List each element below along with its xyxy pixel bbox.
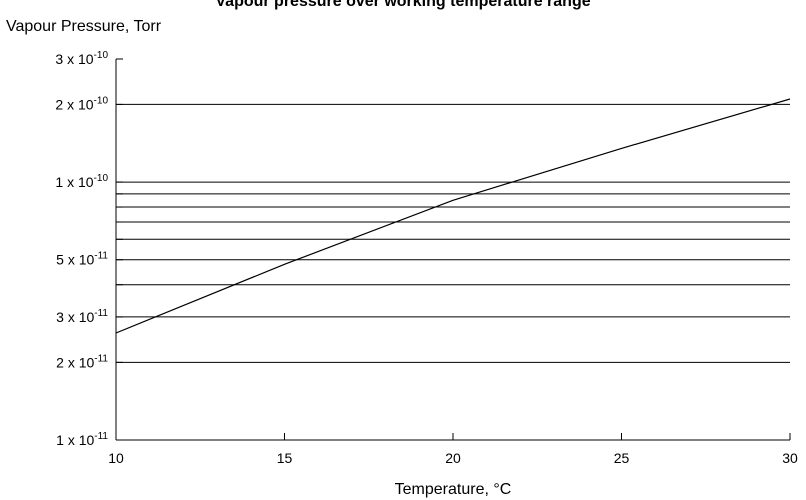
y-axis-label: Vapour Pressure, Torr (6, 18, 162, 35)
y-tick-label: 2 x 10-10 (55, 95, 108, 112)
chart-title: Vapour pressure over working temperature… (215, 0, 591, 10)
x-tick-label: 30 (782, 450, 798, 466)
x-tick-label: 10 (108, 450, 124, 466)
y-tick-label: 2 x 10-11 (56, 353, 108, 370)
series-line (115, 98, 791, 334)
x-tick-label: 25 (614, 450, 630, 466)
y-tick-label: 1 x 10-11 (56, 431, 108, 448)
y-tick-label: 5 x 10-11 (56, 251, 108, 268)
y-tick-label: 1 x 10-10 (55, 173, 108, 190)
series-layer (115, 98, 791, 334)
x-tick-label: 15 (277, 450, 293, 466)
x-axis-label: Temperature, °C (394, 481, 512, 498)
y-tick-label: 3 x 10-10 (55, 50, 108, 67)
tick-labels: 1 x 10-11 2 x 10-11 3 x 10-11 5 x 10-11 1 x … (55, 50, 798, 466)
gridlines (116, 103, 790, 363)
axes (115, 58, 791, 441)
x-tick-label: 20 (445, 450, 461, 466)
y-tick-label: 3 x 10-11 (56, 308, 108, 325)
